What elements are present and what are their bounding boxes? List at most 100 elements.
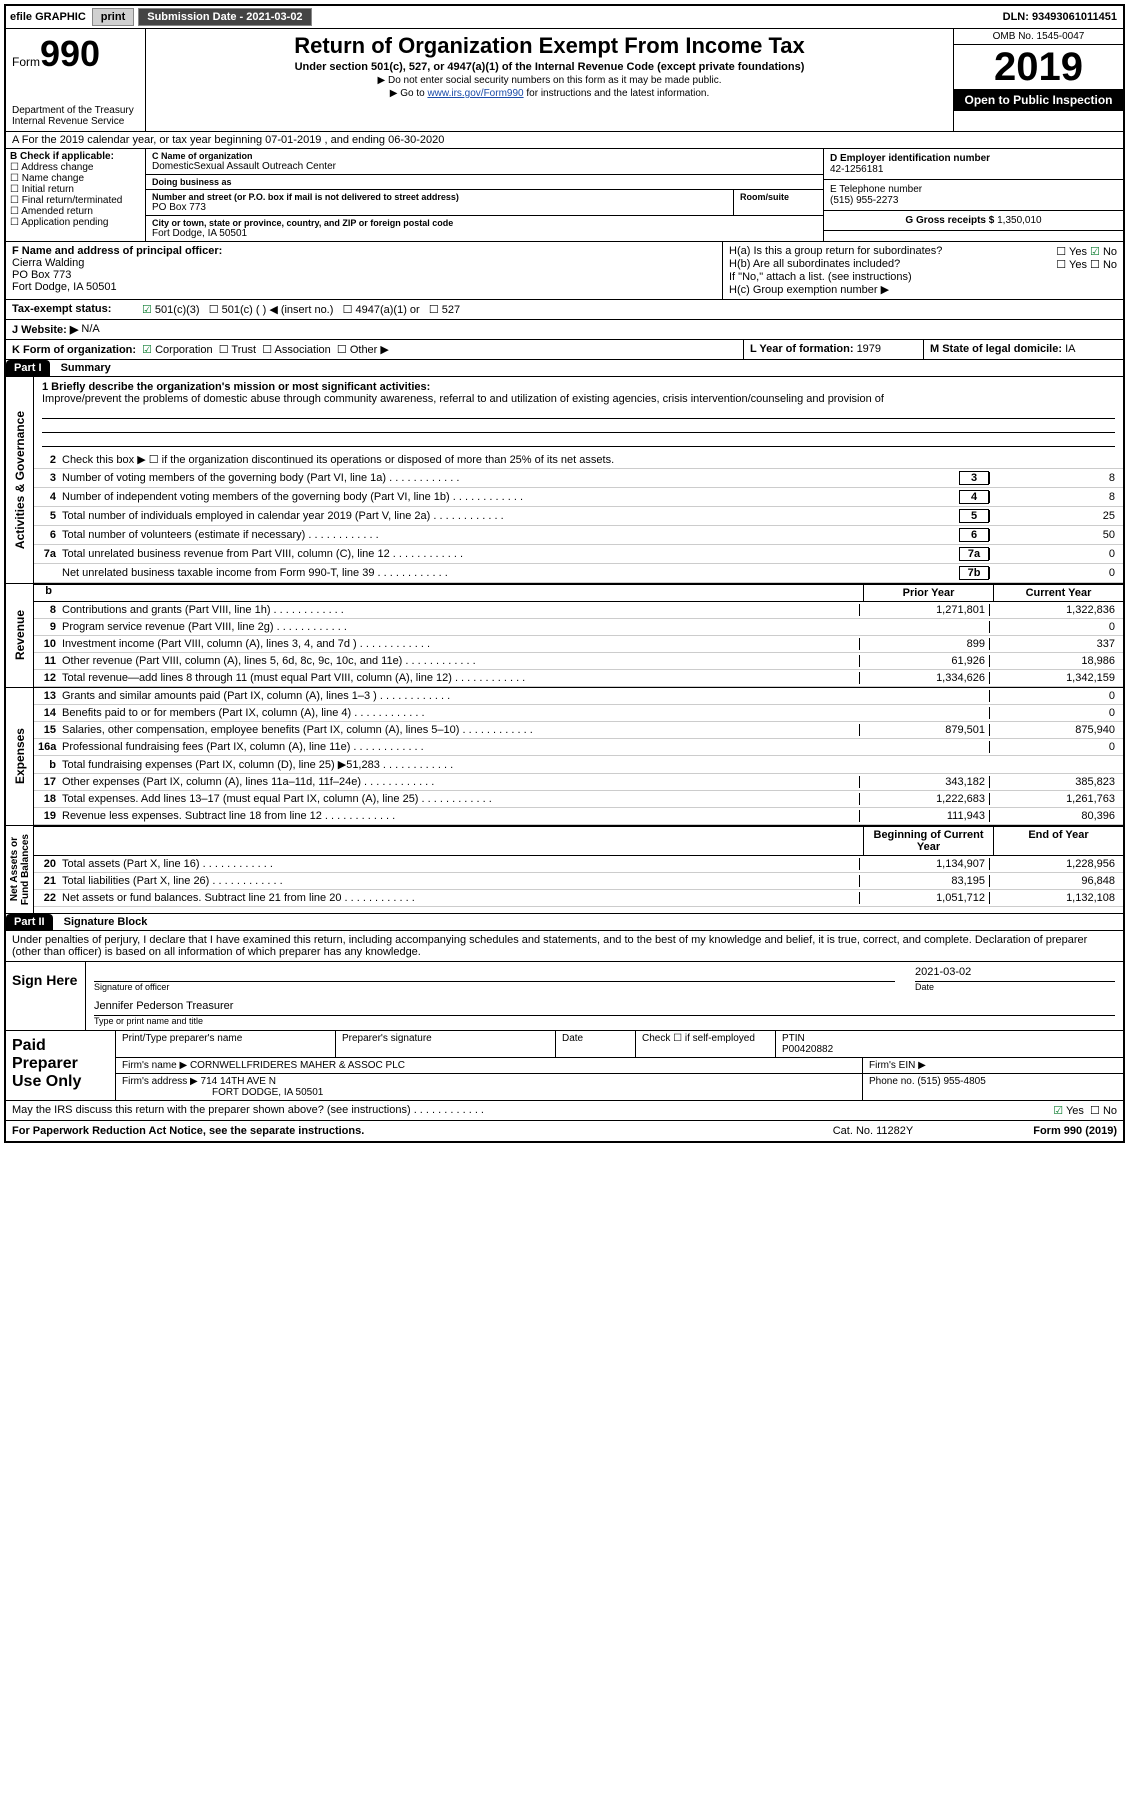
firm-addr2: FORT DODGE, IA 50501 bbox=[212, 1087, 323, 1098]
page-footer: For Paperwork Reduction Act Notice, see … bbox=[6, 1121, 1123, 1141]
note-link: ▶ Go to www.irs.gov/Form990 for instruct… bbox=[154, 88, 945, 99]
table-row: 3Number of voting members of the governi… bbox=[34, 469, 1123, 488]
chk-other[interactable]: Other ▶ bbox=[337, 344, 389, 356]
table-row: 21Total liabilities (Part X, line 26) 83… bbox=[34, 873, 1123, 890]
row-i-status: Tax-exempt status: 501(c)(3) 501(c) ( ) … bbox=[6, 300, 1123, 320]
org-addr: PO Box 773 bbox=[152, 202, 727, 213]
submission-date-box: Submission Date - 2021-03-02 bbox=[138, 8, 311, 26]
chk-501c3[interactable]: 501(c)(3) bbox=[142, 303, 200, 316]
row-k-l-m: K Form of organization: Corporation Trus… bbox=[6, 340, 1123, 360]
table-row: 5Total number of individuals employed in… bbox=[34, 507, 1123, 526]
section-b-through-g: B Check if applicable: Address change Na… bbox=[6, 149, 1123, 242]
gross-receipts: 1,350,010 bbox=[997, 215, 1042, 226]
chk-amended[interactable]: Amended return bbox=[10, 206, 141, 217]
omb-number: OMB No. 1545-0047 bbox=[954, 29, 1123, 45]
col-b-checkboxes: B Check if applicable: Address change Na… bbox=[6, 149, 146, 241]
table-row: 18Total expenses. Add lines 13–17 (must … bbox=[34, 791, 1123, 808]
topbar: efile GRAPHIC print Submission Date - 20… bbox=[6, 6, 1123, 29]
dept-treasury: Department of the Treasury Internal Reve… bbox=[12, 105, 139, 127]
open-public: Open to Public Inspection bbox=[954, 89, 1123, 111]
part1-header: Part I Summary bbox=[6, 360, 1123, 377]
table-row: Net unrelated business taxable income fr… bbox=[34, 564, 1123, 583]
org-name: DomesticSexual Assault Outreach Center bbox=[152, 161, 817, 172]
print-button[interactable]: print bbox=[92, 8, 134, 26]
chk-initial-return[interactable]: Initial return bbox=[10, 184, 141, 195]
table-row: bTotal fundraising expenses (Part IX, co… bbox=[34, 756, 1123, 774]
hb-yes[interactable]: Yes bbox=[1056, 258, 1087, 271]
chk-address-change[interactable]: Address change bbox=[10, 162, 141, 173]
phone: (515) 955-2273 bbox=[830, 195, 1117, 206]
governance-block: Activities & Governance 1 Briefly descri… bbox=[6, 377, 1123, 584]
table-row: 4Number of independent voting members of… bbox=[34, 488, 1123, 507]
form-990-page: efile GRAPHIC print Submission Date - 20… bbox=[4, 4, 1125, 1143]
firm-name: CORNWELLFRIDERES MAHER & ASSOC PLC bbox=[190, 1060, 405, 1071]
state-domicile: IA bbox=[1065, 343, 1075, 355]
table-row: 6Total number of volunteers (estimate if… bbox=[34, 526, 1123, 545]
expenses-block: Expenses 13Grants and similar amounts pa… bbox=[6, 688, 1123, 826]
chk-assoc[interactable]: Association bbox=[262, 344, 331, 356]
chk-501c[interactable]: 501(c) ( ) ◀ (insert no.) bbox=[209, 303, 334, 316]
ha-yes[interactable]: Yes bbox=[1056, 245, 1087, 258]
table-row: 7aTotal unrelated business revenue from … bbox=[34, 545, 1123, 564]
sign-here-block: Sign Here Signature of officer 2021-03-0… bbox=[6, 962, 1123, 1031]
officer-name: Cierra Walding bbox=[12, 257, 716, 269]
table-row: 10Investment income (Part VIII, column (… bbox=[34, 636, 1123, 653]
table-row: 17Other expenses (Part IX, column (A), l… bbox=[34, 774, 1123, 791]
officer-addr2: Fort Dodge, IA 50501 bbox=[12, 281, 716, 293]
chk-4947[interactable]: 4947(a)(1) or bbox=[343, 303, 420, 316]
table-row: 22Net assets or fund balances. Subtract … bbox=[34, 890, 1123, 907]
revenue-block: Revenue bPrior YearCurrent Year 8Contrib… bbox=[6, 584, 1123, 688]
paid-preparer-block: Paid Preparer Use Only Print/Type prepar… bbox=[6, 1031, 1123, 1101]
chk-name-change[interactable]: Name change bbox=[10, 173, 141, 184]
org-city: Fort Dodge, IA 50501 bbox=[152, 228, 817, 239]
discuss-row: May the IRS discuss this return with the… bbox=[6, 1101, 1123, 1121]
efile-label: efile GRAPHIC bbox=[6, 11, 90, 23]
firm-phone: (515) 955-4805 bbox=[917, 1076, 985, 1087]
form-subtitle: Under section 501(c), 527, or 4947(a)(1)… bbox=[154, 61, 945, 73]
discuss-yes[interactable]: Yes bbox=[1053, 1104, 1084, 1117]
ha-no[interactable]: No bbox=[1090, 245, 1117, 258]
net-assets-block: Net Assets or Fund Balances Beginning of… bbox=[6, 826, 1123, 914]
omb-col: OMB No. 1545-0047 2019 Open to Public In… bbox=[953, 29, 1123, 131]
row-f-h: F Name and address of principal officer:… bbox=[6, 242, 1123, 300]
tax-year: 2019 bbox=[954, 45, 1123, 89]
table-row: 8Contributions and grants (Part VIII, li… bbox=[34, 602, 1123, 619]
table-row: 13Grants and similar amounts paid (Part … bbox=[34, 688, 1123, 705]
table-row: 19Revenue less expenses. Subtract line 1… bbox=[34, 808, 1123, 825]
dln: DLN: 93493061011451 bbox=[1003, 11, 1123, 23]
table-row: 9Program service revenue (Part VIII, lin… bbox=[34, 619, 1123, 636]
table-row: 12Total revenue—add lines 8 through 11 (… bbox=[34, 670, 1123, 687]
chk-trust[interactable]: Trust bbox=[219, 344, 256, 356]
col-d-e-g: D Employer identification number 42-1256… bbox=[823, 149, 1123, 241]
sig-date: 2021-03-02 bbox=[915, 966, 1115, 982]
table-row: 14Benefits paid to or for members (Part … bbox=[34, 705, 1123, 722]
table-row: 15Salaries, other compensation, employee… bbox=[34, 722, 1123, 739]
form-title: Return of Organization Exempt From Incom… bbox=[154, 33, 945, 59]
website-val: N/A bbox=[81, 323, 99, 336]
form-header: Form990 Department of the Treasury Inter… bbox=[6, 29, 1123, 132]
form-id-col: Form990 Department of the Treasury Inter… bbox=[6, 29, 146, 131]
officer-printed: Jennifer Pederson Treasurer bbox=[94, 1000, 1115, 1016]
note-ssn: ▶ Do not enter social security numbers o… bbox=[154, 75, 945, 86]
discuss-no[interactable]: No bbox=[1090, 1104, 1117, 1117]
irs-link[interactable]: www.irs.gov/Form990 bbox=[427, 88, 523, 99]
chk-corp[interactable]: Corporation bbox=[142, 344, 212, 356]
title-col: Return of Organization Exempt From Incom… bbox=[146, 29, 953, 131]
firm-addr1: 714 14TH AVE N bbox=[201, 1076, 276, 1087]
table-row: 16aProfessional fundraising fees (Part I… bbox=[34, 739, 1123, 756]
ptin: P00420882 bbox=[782, 1044, 1117, 1055]
part2-header: Part II Signature Block bbox=[6, 914, 1123, 931]
perjury-text: Under penalties of perjury, I declare th… bbox=[6, 931, 1123, 962]
table-row: 20Total assets (Part X, line 16) 1,134,9… bbox=[34, 856, 1123, 873]
chk-527[interactable]: 527 bbox=[429, 303, 460, 316]
row-j-website: J Website: ▶ N/A bbox=[6, 320, 1123, 340]
chk-final-return[interactable]: Final return/terminated bbox=[10, 195, 141, 206]
table-row: 11Other revenue (Part VIII, column (A), … bbox=[34, 653, 1123, 670]
mission-text: Improve/prevent the problems of domestic… bbox=[42, 393, 1115, 405]
ein: 42-1256181 bbox=[830, 164, 1117, 175]
chk-app-pending[interactable]: Application pending bbox=[10, 217, 141, 228]
hb-no[interactable]: No bbox=[1090, 258, 1117, 271]
line-a: A For the 2019 calendar year, or tax yea… bbox=[6, 132, 1123, 149]
officer-addr1: PO Box 773 bbox=[12, 269, 716, 281]
year-formation: 1979 bbox=[857, 343, 881, 355]
